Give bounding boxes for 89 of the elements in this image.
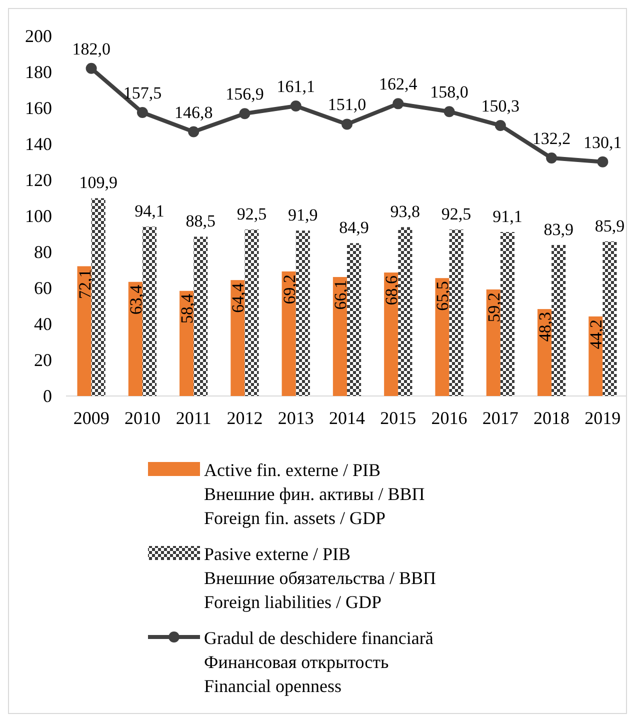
y-tick-label: 100 (25, 206, 52, 226)
bar (180, 290, 194, 396)
y-tick-label: 140 (25, 134, 52, 154)
data-label: 182,0 (72, 39, 110, 58)
bar (91, 198, 106, 396)
y-tick-label: 160 (25, 98, 52, 118)
bar (435, 278, 450, 396)
point (444, 106, 455, 118)
data-label: 48,3 (536, 312, 555, 342)
data-label: 156,9 (226, 84, 264, 104)
data-label: 158,0 (430, 82, 468, 102)
data-label: 92,5 (441, 204, 472, 224)
data-label: 92,5 (236, 204, 267, 224)
point (342, 118, 352, 130)
x-tick-label: 2010 (124, 408, 160, 428)
legend-label: Active fin. externe / PIB Внешние фин. активы / ВВП Foreign fin. assets / GDP (204, 460, 425, 528)
bar (230, 280, 245, 396)
point (188, 126, 200, 138)
data-label: 130,1 (584, 132, 622, 152)
data-label: 68,6 (382, 276, 402, 306)
x-tick-label: 2011 (176, 408, 212, 428)
data-label: 66,1 (330, 280, 350, 310)
y-tick-label: 0 (43, 386, 52, 406)
data-label: 59,2 (484, 292, 504, 322)
x-tick-label: 2018 (534, 408, 570, 428)
y-tick-label: 60 (34, 278, 52, 298)
bar (142, 226, 157, 396)
bar (500, 232, 514, 396)
bar (194, 236, 208, 396)
data-label: 58,4 (178, 293, 197, 324)
legend-label: Pasive externe / PIB Внешние обязательства / ВВП Foreign liabilities / GDP (204, 544, 436, 612)
data-label: 85,9 (594, 216, 625, 236)
data-label: 150,3 (481, 96, 520, 116)
data-label: 94,1 (134, 202, 164, 221)
data-label: 83,9 (544, 220, 574, 239)
bar (602, 241, 617, 396)
x-tick-label: 2017 (482, 408, 518, 428)
data-label: 88,5 (186, 212, 216, 231)
data-label: 65,5 (433, 281, 452, 311)
bar (128, 282, 142, 396)
data-label: 162,4 (379, 74, 418, 94)
x-tick-label: 2014 (329, 408, 365, 428)
point (494, 120, 506, 131)
y-tick-label: 200 (25, 26, 52, 46)
point (136, 107, 148, 118)
x-tick-label: 2016 (431, 408, 468, 428)
point (86, 62, 97, 74)
bar (398, 227, 412, 396)
x-tick-label: 2015 (380, 408, 416, 428)
x-tick-label: 2013 (278, 408, 314, 428)
bar (449, 230, 464, 396)
bar (384, 272, 398, 396)
point (239, 108, 250, 120)
y-tick-label: 120 (25, 170, 52, 190)
point (597, 156, 608, 168)
bar (347, 243, 362, 396)
data-label: 72,1 (75, 269, 94, 299)
data-label: 93,8 (390, 202, 420, 222)
bar (282, 271, 296, 396)
point (546, 152, 558, 164)
x-tick-label: 2019 (584, 408, 621, 428)
bar (244, 230, 259, 396)
data-label: 91,1 (492, 207, 522, 226)
point (290, 100, 302, 112)
data-label: 132,2 (532, 129, 571, 148)
y-tick-label: 180 (25, 62, 52, 82)
data-label: 64,4 (228, 282, 248, 313)
bar (296, 230, 310, 396)
y-tick-label: 20 (34, 350, 52, 370)
data-label: 63,4 (126, 284, 146, 315)
y-tick-label: 80 (34, 242, 52, 262)
data-label: 44,2 (586, 319, 606, 350)
data-label: 84,9 (339, 218, 369, 238)
point (392, 98, 404, 110)
legend-label: Gradul de deschidere financiară Финансовая открытость Financial openness (204, 628, 434, 696)
y-tick-label: 40 (34, 314, 52, 334)
x-tick-label: 2009 (73, 408, 110, 428)
data-label: 109,9 (79, 173, 118, 192)
bar (552, 244, 566, 396)
data-label: 151,0 (328, 95, 366, 114)
data-label: 146,8 (174, 102, 213, 122)
data-label: 161,1 (276, 77, 315, 96)
bar (77, 266, 92, 396)
bar (486, 289, 500, 396)
data-label: 69,2 (280, 274, 299, 304)
data-label: 91,9 (288, 206, 318, 225)
bar (332, 277, 347, 396)
x-tick-label: 2012 (226, 408, 263, 428)
data-label: 157,5 (123, 84, 162, 102)
